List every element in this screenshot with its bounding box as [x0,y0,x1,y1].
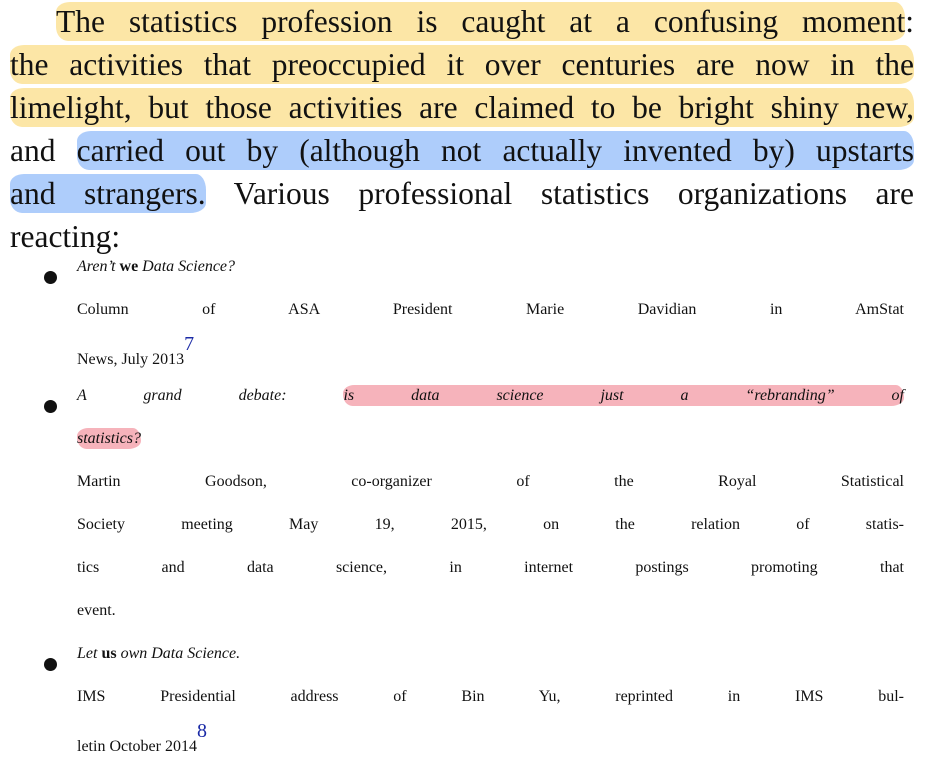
red-highlight[interactable]: statistics? [77,428,142,449]
paragraph-text: : [905,4,914,39]
list-item: Aren’t we Data Science? Column of ASA Pr… [0,258,904,387]
item-title-text: Let [77,645,102,662]
item-body-line: Column of ASA President Marie Davidian i… [77,301,904,318]
item-title-bold: we [119,258,139,275]
footnote-link[interactable]: 8 [196,720,207,742]
yellow-highlight[interactable]: the activities that preoccupied it over … [10,45,914,84]
bullet-icon [44,658,57,671]
item-body-line: letin October 20148 [77,721,904,774]
item-body-text: News, July 2013 [77,351,185,368]
item-title-text: own Data Science. [116,645,241,662]
item-title: A grand debate: is data science just a “… [77,385,904,430]
item-title-text: Aren’t [77,258,120,275]
yellow-highlight[interactable]: limelight, but those activities are clai… [10,88,914,127]
paragraph-text: and [10,133,77,168]
paragraph-line: reacting: [10,219,121,254]
item-title: Let us own Data Science. [77,645,904,688]
item-title: Aren’t we Data Science? [77,258,904,301]
item-body-line: Society meeting May 19, 2015, on the rel… [77,516,904,533]
yellow-highlight[interactable]: The statistics profession is caught at a… [56,2,906,41]
item-body-line: IMS Presidential address of Bin Yu, repr… [77,688,904,705]
item-title-text: Data Science? [138,258,236,275]
list-item: A grand debate: is data science just a “… [0,385,904,645]
main-paragraph: The statistics profession is caught at a… [10,0,914,258]
item-body-line: event. [77,602,116,619]
item-body-text: letin October 2014 [77,738,197,755]
paragraph-line: the activities that preoccupied it over … [10,43,914,86]
blue-highlight[interactable]: and strangers. [10,174,206,213]
item-body-line: Martin Goodson, co-organizer of the Roya… [77,473,904,490]
item-body-line: tics and data science, in internet posti… [77,559,904,576]
paragraph-line: limelight, but those activities are clai… [10,86,914,129]
bullet-icon [44,400,57,413]
red-highlight[interactable]: is data science just a “rebranding” of [343,385,904,406]
paragraph-line: and carried out by (although not actuall… [10,129,914,172]
item-title: statistics? [77,428,904,473]
blue-highlight[interactable]: carried out by (although not actually in… [76,131,914,170]
paragraph-line: The statistics profession is caught at a… [10,0,914,43]
reaction-list: Aren’t we Data Science? Column of ASA Pr… [0,258,904,774]
footnote-link[interactable]: 7 [184,333,195,355]
item-title-bold: us [101,645,117,662]
paragraph-text: Various professional statistics organiza… [205,176,914,211]
list-item: Let us own Data Science. IMS Presidentia… [0,645,904,774]
item-title-text: A grand debate: [77,387,344,404]
item-body-line: News, July 20137 [77,334,904,387]
paragraph-line: and strangers. Various professional stat… [10,172,914,215]
bullet-icon [44,271,57,284]
